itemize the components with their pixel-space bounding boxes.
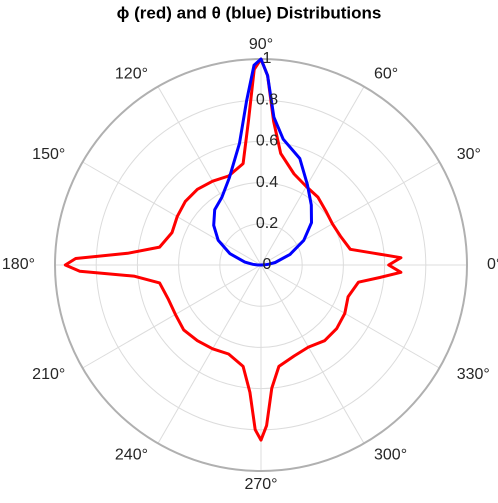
grid-spoke [260,264,440,369]
r-tick-label: 0.6 [256,133,278,150]
r-tick-label: 0.2 [256,215,278,232]
theta-tick-label: 210° [32,366,65,383]
theta-tick-label: 240° [115,447,148,464]
chart-title: ϕ (red) and θ (blue) Distributions [117,3,382,22]
theta-tick-label: 0° [487,256,498,273]
grid-spoke [157,264,262,444]
theta-tick-label: 60° [374,66,398,83]
grid-spoke [157,86,262,266]
theta-tick-label: 330° [457,366,490,383]
r-tick-label: 0.4 [256,174,278,191]
theta-tick-label: 90° [249,36,273,53]
theta-tick-label: 120° [115,66,148,83]
theta-tick-label: 150° [32,146,65,163]
theta-tick-label: 30° [457,146,481,163]
series-line [212,57,313,267]
theta-tick-label: 180° [2,256,35,273]
theta-tick-label: 300° [374,447,407,464]
grid-spoke [260,86,365,266]
grid-circle [95,99,427,431]
grid-spoke [260,264,365,444]
r-tick-label: 0 [263,256,272,273]
grid-circle [136,140,386,390]
theta-tick-label: 270° [244,476,277,493]
r-tick-label: 0.8 [256,91,278,108]
grid-spoke [260,161,440,266]
grid-spoke [82,264,262,369]
grid-circle [178,182,344,348]
grid-spoke [82,161,262,266]
grid-circle [219,223,303,307]
series-line [63,57,403,442]
r-tick-label: 1 [263,50,272,67]
